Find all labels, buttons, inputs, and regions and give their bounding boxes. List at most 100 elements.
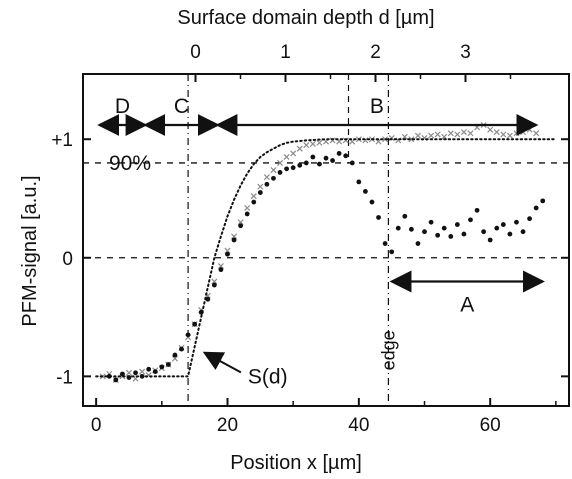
data-point-x — [487, 126, 494, 133]
data-point-dot — [487, 237, 493, 243]
x-axis-title: Position x [µm] — [230, 452, 362, 474]
data-point-dot — [395, 225, 401, 231]
data-point-dot — [290, 165, 296, 171]
data-point-dot — [336, 151, 342, 156]
top-tick-label: 2 — [370, 42, 381, 63]
data-point-dot — [527, 216, 532, 222]
data-point-dot — [146, 366, 152, 372]
data-point-dot — [257, 190, 263, 195]
data-point-dot — [238, 223, 244, 229]
data-point-x — [139, 368, 146, 375]
data-point-dot — [356, 179, 362, 185]
data-point-x — [467, 130, 474, 137]
data-point-dot — [165, 362, 171, 367]
data-point-x — [217, 263, 224, 270]
top-tick-label: 0 — [190, 42, 201, 63]
data-point-x — [171, 355, 178, 362]
data-point-dot — [152, 369, 158, 375]
data-point-dot — [297, 162, 303, 168]
top-tick-label: 1 — [280, 42, 291, 63]
data-point-dot — [520, 229, 526, 235]
data-point-dot — [415, 241, 421, 246]
y-tick-label: +1 — [51, 130, 73, 151]
data-point-x — [211, 278, 218, 285]
data-point-x — [513, 130, 520, 137]
data-point-x — [290, 150, 297, 157]
data-point-dot — [205, 296, 211, 302]
sd-pointer-arrow — [202, 351, 242, 374]
data-point-x — [460, 129, 467, 136]
data-point-x — [526, 126, 533, 133]
data-point-dot — [303, 160, 309, 166]
data-point-dot — [225, 251, 230, 257]
data-point-dot — [264, 181, 270, 187]
data-point-dot — [507, 231, 513, 237]
data-point-dot — [244, 211, 250, 217]
data-point-dot — [231, 237, 237, 243]
data-point-dot — [363, 188, 368, 194]
data-point-dot — [494, 225, 500, 231]
data-point-dot — [310, 154, 316, 160]
data-point-dot — [382, 241, 388, 246]
data-point-dot — [218, 267, 224, 273]
region-label-c: C — [174, 95, 189, 118]
data-point-dot — [533, 205, 539, 211]
data-point-x — [244, 204, 251, 212]
plot-frame — [82, 73, 570, 407]
data-point-dot — [435, 232, 441, 238]
data-point-dot — [369, 199, 375, 205]
data-point-dot — [448, 234, 454, 239]
data-point-dot — [454, 222, 460, 227]
data-point-dot — [349, 160, 355, 166]
data-point-x — [447, 130, 454, 137]
data-point-dot — [185, 332, 191, 338]
x-tick-label: 0 — [91, 415, 102, 436]
data-point-dot — [211, 282, 217, 288]
data-point-dot — [323, 155, 329, 161]
data-point-dot — [422, 229, 427, 235]
data-point-x — [520, 129, 527, 136]
data-point-x — [125, 369, 132, 376]
edge-label: edge — [378, 330, 398, 370]
data-point-dot — [481, 229, 487, 235]
data-point-dot — [192, 321, 198, 327]
data-point-x — [231, 233, 238, 240]
data-point-dot — [408, 226, 414, 232]
y-axis-title: PFM-signal [a.u.] — [19, 175, 41, 326]
sd-label: S(d) — [248, 365, 288, 388]
data-point-x — [237, 219, 244, 226]
data-point-x — [454, 131, 461, 138]
data-point-dot — [284, 166, 289, 172]
data-point-x — [277, 159, 284, 166]
region-label-d: D — [115, 95, 130, 118]
data-point-dot — [343, 153, 349, 159]
data-point-dot — [113, 377, 119, 383]
data-point-x — [316, 139, 323, 146]
data-point-dot — [514, 219, 519, 225]
data-point-dot — [500, 222, 506, 227]
data-point-dot — [120, 371, 125, 377]
data-point-dot — [133, 370, 138, 376]
data-point-dot — [251, 199, 257, 205]
x-tick-label: 40 — [348, 415, 369, 436]
data-point-x — [263, 174, 270, 181]
data-point-x — [283, 153, 290, 161]
data-point-dot — [317, 161, 322, 167]
data-point-dot — [402, 213, 408, 219]
data-point-dot — [271, 175, 276, 181]
data-point-x — [428, 132, 435, 139]
data-point-dot — [179, 346, 184, 352]
data-point-dot — [441, 225, 447, 231]
data-point-x — [493, 129, 500, 136]
data-point-x — [408, 136, 415, 143]
data-point-x — [500, 131, 507, 138]
fit-curve-line — [95, 138, 557, 378]
data-point-dot — [468, 217, 473, 223]
data-point-x — [250, 193, 257, 200]
data-point-dot — [277, 170, 283, 175]
y-tick-label: -1 — [56, 367, 73, 388]
data-point-dot — [172, 352, 178, 358]
top-x-axis-title: Surface domain depth d [µm] — [177, 7, 434, 29]
